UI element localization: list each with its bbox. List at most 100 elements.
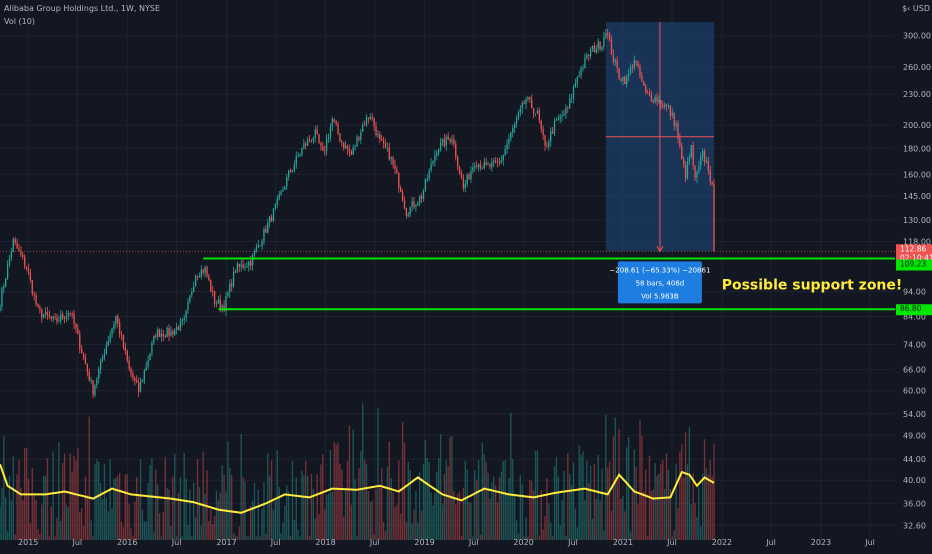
volume-bar xyxy=(523,536,525,540)
volume-bar xyxy=(122,527,125,540)
volume-bar xyxy=(371,500,373,540)
volume-bar xyxy=(375,489,377,540)
volume-bar xyxy=(265,534,267,540)
candle-body xyxy=(1,288,3,307)
volume-bar xyxy=(22,500,24,540)
volume-bar xyxy=(221,465,223,540)
candle-body xyxy=(5,278,7,287)
candle-body xyxy=(597,41,599,49)
volume-bar xyxy=(377,407,379,540)
volume-bar xyxy=(682,477,685,540)
volume-bar xyxy=(219,492,221,540)
volume-bar xyxy=(350,504,352,540)
candle-body xyxy=(375,126,377,136)
volume-bar xyxy=(269,475,271,540)
candle-body xyxy=(589,49,592,57)
candle-body xyxy=(143,370,145,381)
volume-bar xyxy=(527,536,529,540)
volume-bar xyxy=(124,474,127,540)
candle-body xyxy=(584,57,586,68)
candle-body xyxy=(299,154,301,156)
candle-body xyxy=(27,268,30,273)
candle-body xyxy=(122,335,125,348)
volume-bar xyxy=(662,459,664,540)
volume-bar xyxy=(250,506,252,540)
candle-body xyxy=(344,145,347,149)
volume-bar xyxy=(582,451,584,540)
volume-bar xyxy=(550,522,552,540)
volume-bar xyxy=(474,470,476,540)
candle-body xyxy=(41,309,43,318)
volume-bar xyxy=(559,525,561,540)
candle-body xyxy=(293,164,296,170)
candle-body xyxy=(284,186,286,190)
candle-body xyxy=(481,167,484,169)
volume-bar xyxy=(253,483,256,540)
candle-body xyxy=(652,100,654,103)
candle-body xyxy=(18,248,20,251)
volume-bar xyxy=(358,468,360,540)
candle-body xyxy=(656,97,658,102)
candle-body xyxy=(508,138,510,145)
volume-bar xyxy=(544,516,546,540)
volume-bar xyxy=(591,518,594,540)
volume-bar xyxy=(601,468,603,540)
volume-bar xyxy=(183,452,185,540)
volume-bar xyxy=(143,521,145,540)
candle-body xyxy=(73,313,75,324)
candle-body xyxy=(24,256,26,267)
candle-body xyxy=(703,151,706,162)
volume-bar xyxy=(299,536,301,540)
candle-body xyxy=(610,39,613,55)
candle-body xyxy=(96,378,98,386)
candle-body xyxy=(686,161,689,179)
candle-body xyxy=(295,156,297,165)
volume-bar xyxy=(671,536,673,540)
y-tick-label: 300.00 xyxy=(903,32,931,41)
volume-bar xyxy=(413,509,415,540)
candle-body xyxy=(213,291,216,304)
candle-body xyxy=(696,171,698,178)
volume-bar xyxy=(373,534,375,540)
volume-bar xyxy=(238,526,240,540)
candle-body xyxy=(405,207,408,216)
volume-bar xyxy=(390,478,392,540)
volume-bar xyxy=(156,484,159,540)
volume-bar xyxy=(367,490,370,540)
candle-body xyxy=(603,36,605,47)
volume-bar xyxy=(101,499,104,540)
x-tick-label: Jul xyxy=(468,538,479,547)
volume-bar xyxy=(314,518,316,540)
candle-body xyxy=(390,157,392,160)
candle-body xyxy=(172,331,174,335)
current-price-tag-text: 112.86 xyxy=(900,244,926,253)
volume-bar xyxy=(134,501,136,540)
volume-bar xyxy=(147,483,149,540)
y-tick-label: 130.00 xyxy=(903,216,931,225)
volume-bar xyxy=(231,475,233,540)
volume-bar xyxy=(455,504,457,540)
candle-body xyxy=(679,137,681,147)
candle-body xyxy=(635,60,637,63)
volume-bar xyxy=(453,491,455,540)
volume-bar xyxy=(126,474,128,540)
candle-body xyxy=(428,170,430,179)
volume-bar xyxy=(546,478,548,540)
candle-body xyxy=(255,247,258,252)
candle-body xyxy=(684,164,687,179)
volume-bar xyxy=(525,517,527,540)
candle-body xyxy=(417,202,419,206)
volume-bar xyxy=(212,523,214,540)
candle-body xyxy=(394,164,396,170)
volume-bar xyxy=(354,479,356,540)
candle-body xyxy=(447,136,449,140)
candle-body xyxy=(491,162,493,168)
candle-body xyxy=(103,353,106,358)
volume-bar xyxy=(451,435,453,540)
candle-body xyxy=(523,102,525,105)
candle-body xyxy=(439,142,442,150)
candle-body xyxy=(639,66,641,77)
volume-bar xyxy=(31,468,33,540)
